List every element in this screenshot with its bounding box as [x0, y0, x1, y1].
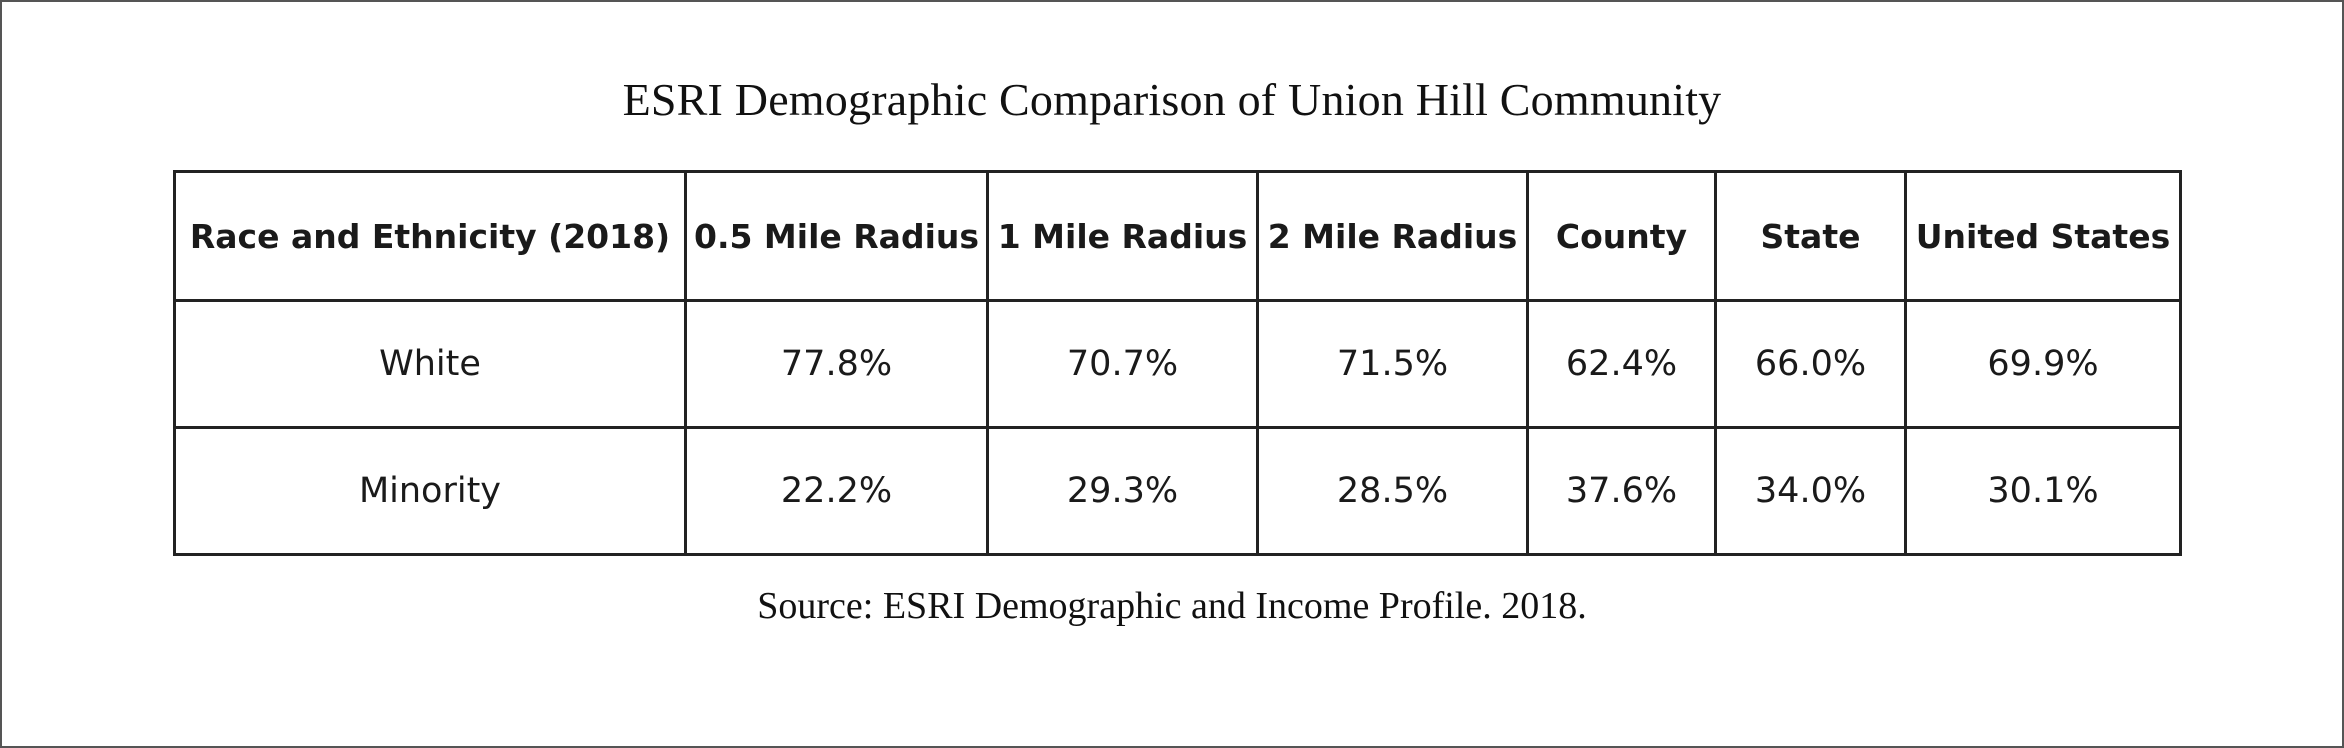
cell-white-united-states: 69.9%: [1904, 299, 2182, 429]
cell-white-one-mile: 70.7%: [986, 299, 1259, 429]
table-header-row: Race and Ethnicity (2018) 0.5 Mile Radiu…: [173, 170, 2182, 302]
cell-minority-two-mile: 28.5%: [1256, 426, 1529, 556]
cell-white-county: 62.4%: [1526, 299, 1717, 429]
document-title: ESRI Demographic Comparison of Union Hil…: [622, 74, 1722, 125]
cell-minority-united-states: 30.1%: [1904, 426, 2182, 556]
table-row-white: White 77.8% 70.7% 71.5% 62.4% 66.0% 69.9…: [173, 299, 2182, 429]
row-label-minority: Minority: [173, 426, 687, 556]
cell-minority-half-mile: 22.2%: [684, 426, 989, 556]
cell-minority-state: 34.0%: [1714, 426, 1907, 556]
column-header-county: County: [1526, 170, 1717, 302]
cell-minority-one-mile: 29.3%: [986, 426, 1259, 556]
column-header-half-mile-radius: 0.5 Mile Radius: [684, 170, 989, 302]
cell-white-two-mile: 71.5%: [1256, 299, 1529, 429]
cell-white-half-mile: 77.8%: [684, 299, 989, 429]
column-header-state: State: [1714, 170, 1907, 302]
cell-white-state: 66.0%: [1714, 299, 1907, 429]
column-header-two-mile-radius: 2 Mile Radius: [1256, 170, 1529, 302]
row-label-white: White: [173, 299, 687, 429]
column-header-race-ethnicity: Race and Ethnicity (2018): [173, 170, 687, 302]
demographic-table: Race and Ethnicity (2018) 0.5 Mile Radiu…: [173, 170, 2182, 556]
source-note: Source: ESRI Demographic and Income Prof…: [757, 585, 1587, 627]
column-header-one-mile-radius: 1 Mile Radius: [986, 170, 1259, 302]
cell-minority-county: 37.6%: [1526, 426, 1717, 556]
table-row-minority: Minority 22.2% 29.3% 28.5% 37.6% 34.0% 3…: [173, 426, 2182, 556]
column-header-united-states: United States: [1904, 170, 2182, 302]
